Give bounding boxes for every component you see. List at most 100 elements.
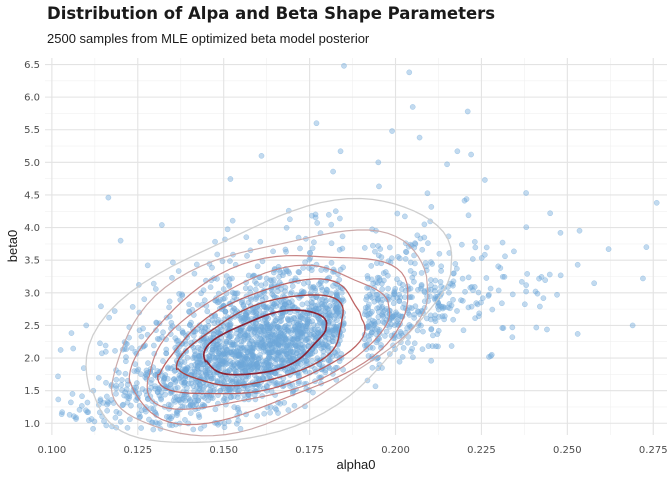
y-tick-label: 5.5 [24,125,40,136]
sample-point [227,176,234,182]
sample-point [446,289,452,296]
sample-point [500,325,507,331]
sample-point [193,261,200,268]
sample-point [436,250,443,257]
sample-point [296,269,303,276]
sample-point [175,397,182,403]
sample-point [454,308,460,314]
sample-point [394,276,400,283]
sample-point [221,295,228,302]
sample-point [281,351,287,357]
sample-point [302,337,309,344]
sample-point [217,338,223,345]
sample-point [331,315,338,322]
sample-point [325,211,332,218]
gridlines [45,58,667,435]
sample-point [204,308,211,315]
sample-point [118,382,125,388]
sample-point [275,324,282,330]
sample-point [207,284,214,291]
sample-point [174,410,180,417]
sample-point [233,376,239,383]
sample-point [313,120,320,127]
sample-point [191,393,198,400]
sample-point [169,413,176,420]
sample-point [253,333,260,340]
sample-point [386,244,393,251]
sample-point [113,390,119,397]
sample-point [472,244,479,251]
sample-point [310,321,317,328]
sample-point [248,297,255,303]
sample-point [291,336,298,342]
sample-point [141,296,148,303]
sample-point [219,258,226,265]
sample-point [374,297,381,303]
sample-point [375,243,381,249]
sample-point [103,393,110,400]
sample-point [83,322,90,329]
sample-point [330,168,336,175]
sample-point [408,348,414,355]
sample-point [533,324,540,331]
sample-point [270,248,276,255]
sample-point [540,295,547,302]
sample-point [385,285,391,292]
sample-point [272,370,278,377]
sample-point [409,104,416,110]
x-axis-label: alpha0 [336,457,375,472]
sample-point [226,367,233,374]
sample-point [231,306,238,312]
sample-point [138,333,145,340]
sample-point [254,413,261,419]
sample-point [263,275,270,282]
sample-point [289,283,296,290]
sample-point [95,374,102,381]
sample-point [310,295,316,302]
sample-point [523,288,529,295]
sample-point [79,393,85,400]
sample-point [429,261,436,267]
sample-point [243,234,250,241]
sample-point [68,330,75,336]
sample-point [534,290,541,297]
sample-point [370,280,377,287]
sample-point [275,410,281,416]
sample-point [287,216,293,223]
sample-point [337,215,343,222]
sample-point [459,275,466,282]
sample-point [97,396,104,403]
sample-point [270,292,277,299]
sample-point [258,336,265,343]
sample-point [237,425,244,432]
sample-point [169,274,175,281]
x-axis-ticks: 0.100 0.125 0.150 0.175 0.200 0.225 0.250 0.275 [38,445,668,456]
sample-point [272,405,279,411]
sample-point [267,409,273,416]
sample-point [306,305,313,311]
sample-point [194,301,201,308]
y-tick-label: 3.5 [24,256,40,267]
y-tick-label: 6.0 [24,93,40,104]
sample-point [282,335,289,342]
sample-point [190,426,197,433]
sample-point [234,290,241,297]
sample-point [191,270,198,277]
sample-point [418,285,424,292]
sample-point [542,277,549,283]
sample-point [307,351,314,358]
sample-point [430,332,436,339]
sample-point [368,263,375,269]
sample-point [150,426,157,433]
x-tick-label: 0.150 [209,445,238,456]
sample-point [195,352,202,359]
sample-point [156,336,163,343]
sample-point [122,358,129,365]
x-tick-label: 0.225 [467,445,496,456]
sample-point [412,241,419,247]
sample-point [258,361,265,368]
sample-point [475,289,482,296]
sample-point [272,317,279,324]
sample-point [226,321,233,328]
